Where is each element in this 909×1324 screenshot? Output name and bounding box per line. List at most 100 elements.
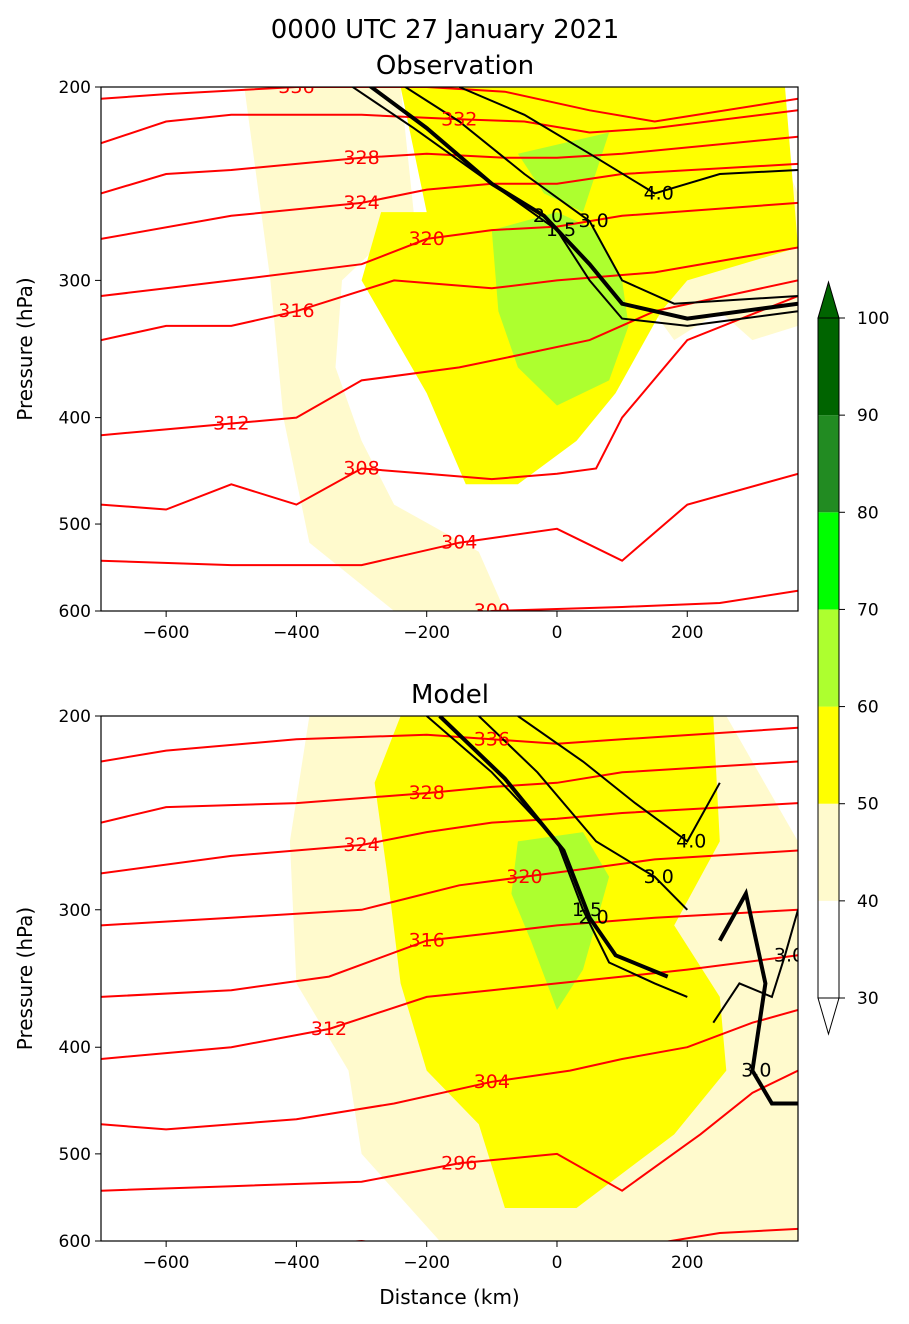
theta-contour-324 — [101, 802, 798, 875]
plot-area: 2922963043123163203243283361.52.03.04.03… — [101, 716, 804, 1241]
pv-contour-3.0 — [403, 87, 798, 305]
theta-contour-292 — [349, 1227, 798, 1241]
colorbar-tick-label: 100 — [857, 309, 889, 329]
y-tick-label: 600 — [59, 1232, 91, 1252]
x-tick-label: −600 — [143, 623, 190, 643]
pv-label: 3.0 — [578, 210, 608, 232]
colorbar: 30 40 50 60 70 80 90 100 — [817, 280, 889, 1036]
figure-title-line1: 0000 UTC 27 January 2021 — [271, 15, 620, 45]
plot-area: 300 304 308 312 316 320 324 328 332 336 1.52.0 3.0 4… — [101, 87, 798, 622]
theta-label: 308 — [343, 457, 379, 479]
theta-label: 316 — [278, 300, 314, 322]
theta-contour-320 — [101, 201, 798, 297]
colorbar-tick-label: 70 — [857, 600, 879, 620]
shade-60 — [491, 212, 629, 406]
pv-label: 2.0 — [533, 205, 563, 227]
x-tick-label: −200 — [403, 623, 450, 643]
theta-label: 304 — [474, 1071, 510, 1093]
colorbar-bin-90 — [818, 318, 839, 416]
theta-contour-324 — [101, 162, 798, 240]
theta-label: 312 — [213, 413, 249, 435]
pv-label: 1.5 — [572, 899, 602, 921]
colorbar-bin-50 — [818, 706, 839, 804]
colorbar-extend-max — [817, 280, 840, 319]
pv-contour-3.0 — [718, 887, 798, 1106]
pv-label: 2.0 — [578, 907, 608, 929]
y-axis-label: Pressure (hPa) — [13, 907, 37, 1050]
model-panel: 2922963043123163203243283361.52.03.04.03… — [13, 707, 804, 1309]
theta-contour-328 — [101, 760, 798, 824]
colorbar-tick-label: 40 — [857, 892, 879, 912]
theta-contour-328 — [101, 135, 798, 195]
observation-panel: 300 304 308 312 316 320 324 328 332 336 1.52.0 3.0 4… — [13, 78, 799, 643]
x-tick-label: −600 — [143, 1253, 190, 1273]
pv-label: 4.0 — [644, 182, 674, 204]
axes-frame — [100, 86, 799, 612]
x-tick-label: 200 — [671, 623, 703, 643]
theta-label: 320 — [506, 866, 542, 888]
theta-contour-316 — [101, 246, 798, 342]
theta-contour-304 — [101, 472, 798, 567]
theta-label: 336 — [474, 728, 510, 750]
y-tick-label: 500 — [59, 1145, 91, 1165]
theta-contour-332 — [101, 109, 798, 145]
pv-contour-3.0 — [478, 716, 689, 911]
theta-label: 324 — [343, 834, 379, 856]
colorbar-bin-80 — [818, 415, 839, 513]
colorbar-tick-label: 50 — [857, 795, 879, 815]
colorbar-tick-label: 60 — [857, 698, 879, 718]
colorbar-tick-label: 30 — [857, 989, 879, 1009]
pv-label: 4.0 — [676, 830, 706, 852]
pv-label: 3.0 — [644, 866, 674, 888]
pv-label: 3.0 — [774, 944, 804, 966]
pv-contour-1.5 — [426, 716, 688, 998]
pv-label: 1.5 — [546, 219, 576, 241]
y-tick-label: 300 — [59, 901, 91, 921]
theta-contour-296 — [101, 1069, 798, 1192]
y-tick-label: 400 — [59, 1038, 91, 1058]
y-tick-label: 600 — [59, 602, 91, 622]
y-tick-label: 200 — [59, 707, 91, 727]
colorbar-bin-40 — [818, 803, 839, 901]
shade-40 — [244, 87, 505, 611]
y-tick-label: 200 — [59, 78, 91, 98]
theta-label: 312 — [311, 1018, 347, 1040]
colorbar-bin-30 — [818, 900, 839, 998]
x-tick-label: 0 — [552, 1253, 563, 1273]
pv-contour-2.0 — [367, 87, 798, 321]
theta-label: 332 — [441, 108, 477, 130]
model-panel-title: Model — [411, 680, 489, 710]
colorbar-tick-label: 80 — [857, 503, 879, 523]
theta-contour-316 — [101, 908, 798, 998]
pv-contour-2.0 — [438, 716, 669, 979]
theta-contour-312 — [101, 279, 798, 437]
theta-label: 304 — [441, 532, 477, 554]
y-tick-label: 500 — [59, 515, 91, 535]
y-axis-label: Pressure (hPa) — [13, 277, 37, 420]
x-tick-label: −400 — [273, 623, 320, 643]
theta-contour-300 — [487, 589, 798, 611]
x-tick-label: 0 — [552, 623, 563, 643]
colorbar-tick-label: 90 — [857, 406, 879, 426]
colorbar-bin-60 — [818, 609, 839, 707]
pv-contour-4.0 — [458, 87, 798, 195]
pv-contour-1.5 — [350, 87, 798, 327]
theta-contour-320 — [101, 849, 798, 927]
theta-label: 328 — [343, 147, 379, 169]
colorbar-bin-70 — [818, 512, 839, 610]
theta-contour-304 — [101, 1009, 798, 1131]
theta-label: 328 — [409, 782, 445, 804]
theta-label: 296 — [441, 1152, 477, 1174]
axes-frame — [100, 715, 799, 1242]
theta-contour-308 — [101, 295, 798, 511]
x-tick-label: 200 — [671, 1253, 703, 1273]
theta-label: 324 — [343, 192, 379, 214]
colorbar-frame — [817, 317, 840, 999]
figure-title-line2: Observation — [376, 51, 534, 81]
pv-contour-3.0 — [712, 909, 798, 1024]
theta-contour-312 — [101, 954, 798, 1060]
pv-label: 3.0 — [741, 1060, 771, 1082]
theta-label: 320 — [409, 228, 445, 250]
theta-label: 300 — [474, 600, 510, 622]
